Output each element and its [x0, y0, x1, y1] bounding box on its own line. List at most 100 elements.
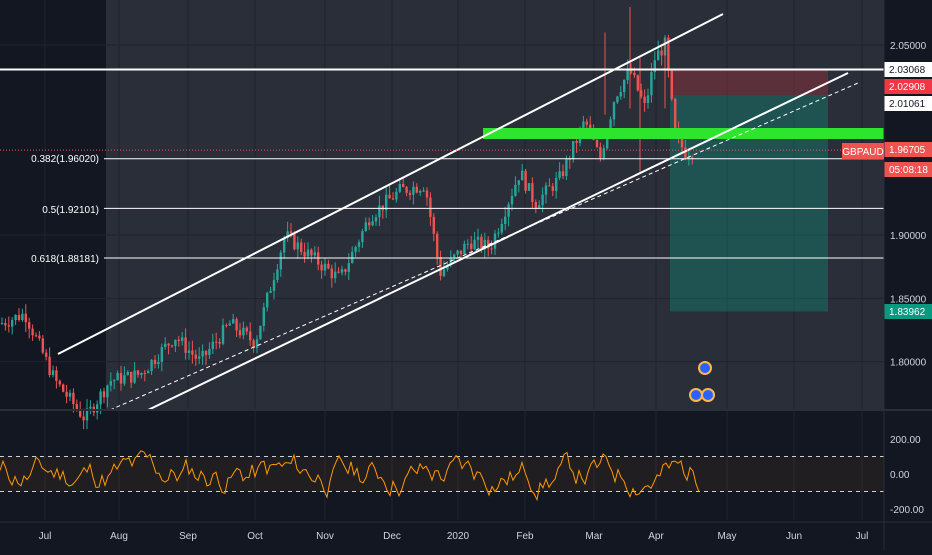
time-tick-label: Sep	[179, 531, 197, 542]
candle-body	[623, 79, 626, 93]
candle-body	[300, 242, 303, 253]
candle-body	[629, 69, 633, 73]
price-badge-label: 2.02908	[889, 82, 926, 93]
candle-body	[310, 249, 313, 256]
time-tick-label: Apr	[648, 531, 664, 542]
candle-body	[473, 239, 476, 250]
candle-body	[527, 183, 531, 191]
candle-body	[432, 216, 435, 234]
candle-body	[238, 330, 242, 336]
price-badge: 2.01061	[884, 96, 932, 111]
candle-body	[164, 343, 167, 348]
price-badge-label: 05:08:18	[889, 165, 928, 176]
candle-body	[436, 233, 439, 257]
fib-label-05: 0.5(1.92101)	[42, 205, 99, 216]
candle-body	[119, 373, 123, 384]
candle-body	[191, 350, 194, 355]
candle-body	[541, 194, 544, 206]
candle-body	[568, 158, 571, 160]
candle-body	[55, 370, 58, 381]
candle-body	[609, 119, 612, 133]
time-tick-label: Jul	[856, 531, 869, 542]
candle-body	[201, 350, 204, 357]
candle-body	[347, 263, 350, 272]
candle-body	[398, 184, 401, 192]
candle-body	[691, 157, 694, 159]
cci-oscillator-line	[0, 450, 700, 502]
candle-body	[72, 392, 75, 405]
candle-body	[561, 171, 565, 177]
candle-body	[34, 335, 38, 337]
candle-body	[215, 341, 218, 343]
candle-body	[181, 337, 184, 342]
candle-body	[674, 98, 677, 130]
candle-body	[602, 148, 605, 158]
candle-body	[7, 325, 10, 327]
candle-body	[330, 268, 333, 279]
candle-body	[187, 350, 191, 353]
candle-body	[14, 314, 17, 321]
candle-body	[463, 243, 466, 255]
price-badge: 1.96705	[884, 142, 932, 157]
candle-body	[684, 147, 687, 159]
candle-body	[204, 350, 208, 355]
candle-body	[368, 222, 371, 226]
candle-body	[415, 186, 418, 193]
candle-body	[249, 331, 252, 341]
candle-body	[242, 327, 245, 336]
candle-body	[521, 170, 524, 181]
channel-lower-line	[147, 72, 849, 411]
candle-body	[167, 343, 170, 346]
channel-mid-dashed-line	[109, 82, 859, 411]
candle-body	[340, 269, 344, 273]
candle-body	[487, 239, 490, 249]
candle-body	[109, 381, 112, 386]
candle-body	[208, 348, 211, 355]
candle-body	[670, 70, 673, 99]
price-badge: 2.03068	[884, 62, 932, 77]
candle-body	[456, 250, 459, 255]
candle-body	[585, 121, 588, 125]
range-highlight	[106, 0, 884, 410]
candle-body	[514, 184, 517, 196]
candle-body	[660, 50, 663, 56]
price-badge-bg	[884, 62, 932, 77]
candle-body	[140, 372, 143, 375]
candle-body	[0, 323, 4, 325]
candle-body	[490, 248, 493, 250]
candle-body	[276, 269, 279, 281]
candle-body	[497, 232, 500, 234]
candle-body	[153, 359, 157, 364]
candle-body	[374, 217, 378, 222]
candle-body	[283, 237, 286, 253]
price-badge: 1.83962	[884, 304, 932, 319]
candle-body	[126, 371, 129, 376]
candle-body	[58, 380, 61, 385]
candle-body	[96, 404, 99, 413]
candle-body	[351, 251, 354, 264]
candle-body	[687, 157, 690, 159]
symbol-badge-bg	[842, 143, 884, 159]
candle-body	[272, 280, 276, 291]
candle-body	[136, 370, 140, 375]
candle-body	[558, 171, 561, 178]
zones-layer	[670, 69, 828, 312]
time-tick-label: Dec	[383, 531, 401, 542]
candle-body	[327, 263, 330, 269]
candle-body	[102, 391, 106, 398]
candle-body	[45, 352, 48, 357]
candle-body	[65, 391, 68, 397]
candle-body	[133, 370, 136, 383]
candle-body	[616, 96, 619, 103]
candle-body	[38, 335, 41, 339]
candle-body	[99, 391, 102, 405]
drawings-layer	[0, 13, 884, 411]
stop-loss-zone-top	[670, 69, 828, 72]
symbol-badge[interactable]: GBPAUD	[842, 143, 884, 159]
candle-body	[565, 158, 568, 177]
candle-body	[286, 231, 289, 238]
candle-body	[589, 124, 592, 131]
